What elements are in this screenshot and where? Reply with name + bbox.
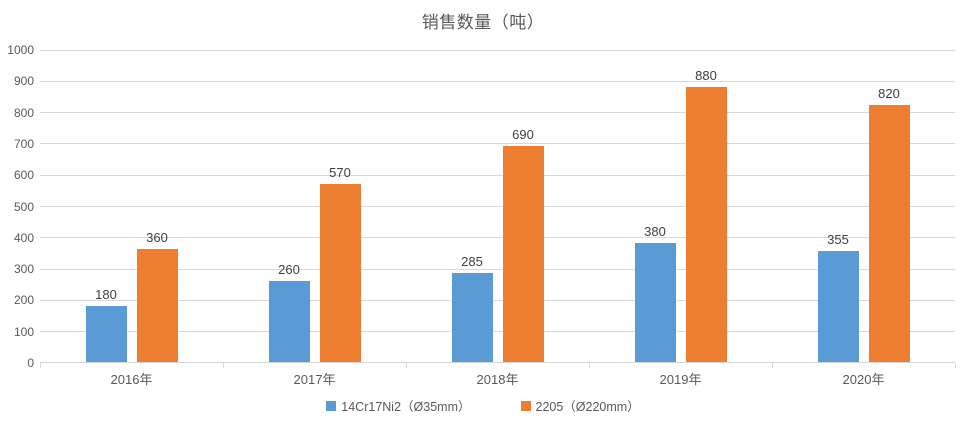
bar: 180 — [85, 287, 127, 362]
legend-label: 14Cr17Ni2（Ø35mm） — [341, 400, 471, 414]
gridline — [40, 331, 955, 333]
plot-area: 180 360 260 570 285 690 380 880 355 820 — [40, 49, 956, 368]
bar-data-label: 355 — [827, 231, 849, 247]
x-category-label: 2018年 — [476, 372, 519, 387]
bar: 820 — [868, 86, 910, 362]
y-tick-label: 800 — [13, 105, 34, 120]
gridline — [40, 112, 955, 114]
x-category-label: 2020年 — [842, 372, 885, 387]
gridline — [40, 49, 955, 51]
bar-data-label: 820 — [878, 86, 900, 102]
legend-item: 14Cr17Ni2（Ø35mm） — [326, 396, 471, 415]
bar-group-2018年: 285 690 — [406, 50, 589, 362]
x-category-label: 2017年 — [293, 372, 336, 387]
y-tick-label: 1000 — [7, 43, 34, 57]
gridline — [40, 174, 955, 176]
bar: 380 — [634, 224, 676, 362]
bar: 260 — [268, 262, 310, 362]
gridline — [40, 80, 955, 82]
x-axis-tick — [955, 363, 956, 368]
gridline — [40, 299, 955, 301]
bar-data-label: 880 — [695, 67, 717, 83]
y-tick-label: 600 — [13, 168, 34, 183]
bar-group-2019年: 380 880 — [589, 50, 772, 362]
bar-group-2020年: 355 820 — [772, 50, 955, 362]
y-tick-label: 300 — [13, 262, 34, 277]
bar: 285 — [451, 254, 493, 362]
gridline — [40, 143, 955, 145]
y-tick-label: 100 — [13, 324, 34, 339]
x-category-label: 2019年 — [659, 372, 702, 387]
legend-label: 2205（Ø220mm） — [535, 400, 640, 414]
chart-title: 销售数量（吨） — [421, 13, 545, 32]
x-axis-tick — [772, 363, 773, 368]
legend: 14Cr17Ni2（Ø35mm） 2205（Ø220mm） — [0, 396, 966, 415]
y-tick-label: 200 — [13, 293, 34, 308]
x-axis-tick — [223, 363, 224, 368]
bar: 690 — [502, 127, 544, 362]
bar-group-2016年: 180 360 — [40, 50, 223, 362]
x-axis-tick — [40, 363, 41, 368]
bar-data-label: 260 — [278, 261, 300, 277]
gridline — [40, 206, 955, 207]
x-axis: 2016年 2017年 2018年 2019年 2020年 — [40, 369, 955, 388]
y-tick-label: 0 — [27, 356, 34, 370]
y-tick-label: 900 — [13, 74, 34, 89]
bar-data-label: 690 — [512, 127, 534, 143]
legend-item: 2205（Ø220mm） — [520, 396, 640, 415]
bar-group-2017年: 260 570 — [223, 50, 406, 362]
bar: 880 — [685, 68, 727, 362]
bar: 360 — [136, 230, 178, 362]
x-axis-tick — [406, 363, 407, 368]
legend-swatch-icon — [520, 400, 531, 411]
gridline — [40, 268, 955, 270]
x-category-label: 2016年 — [110, 372, 153, 387]
bar-data-label: 570 — [329, 164, 351, 180]
y-tick-label: 400 — [13, 230, 34, 245]
bar-data-label: 180 — [95, 286, 117, 302]
bar-data-label: 360 — [146, 230, 168, 246]
bar-data-label: 285 — [461, 253, 483, 269]
legend-swatch-icon — [326, 400, 337, 411]
y-tick-label: 700 — [13, 136, 34, 151]
bar: 570 — [319, 165, 361, 362]
y-axis: 0 100 200 300 400 500 600 700 800 900 1000 — [0, 44, 34, 369]
bar-data-label: 380 — [644, 224, 666, 240]
gridline — [40, 237, 955, 239]
x-axis-tick — [589, 363, 590, 368]
bar: 355 — [817, 232, 859, 362]
y-tick-label: 500 — [13, 199, 34, 214]
